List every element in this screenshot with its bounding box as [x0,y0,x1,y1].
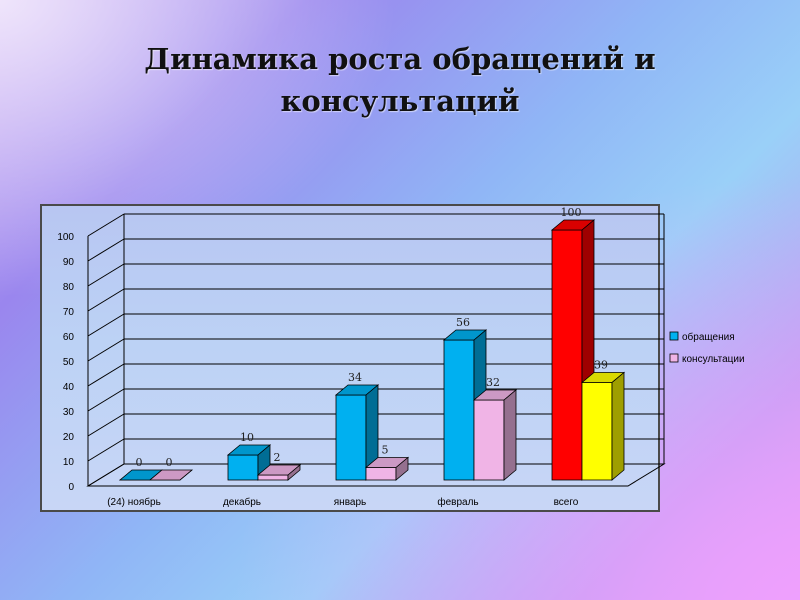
x-tick-label: февраль [437,496,478,508]
data-label: 34 [348,371,362,384]
y-tick-label: 10 [63,457,75,468]
y-tick-label: 30 [63,407,75,418]
bar-front [335,394,367,481]
x-tick-label: январь [334,497,366,508]
y-tick-label: 50 [63,357,75,368]
x-tick-label: (24) ноябрь [107,496,161,508]
legend-swatch [669,353,679,363]
legend-swatch [669,331,679,341]
chart-title: Динамика роста обращений и консультаций [0,38,800,122]
y-tick-label: 80 [63,282,75,293]
gridline-side [87,213,125,237]
gridline-side [87,288,125,312]
y-tick-label: 60 [63,332,75,343]
y-tick-label: 20 [63,432,75,443]
bar-front [227,454,259,481]
data-label: 0 [166,456,173,469]
gridline-side [87,388,125,412]
gridline-side [87,413,125,437]
bar-front [257,474,289,481]
title-line-2: консультаций [280,84,520,118]
y-tick-label: 40 [63,382,75,393]
y-tick-label: 90 [63,257,75,268]
bar-front [473,399,505,481]
data-label: 10 [240,431,254,444]
legend-label: консультации [682,354,745,365]
bar-side [287,464,301,481]
bar-front [443,339,475,481]
gridline-side [87,363,125,387]
gridline-side [87,438,125,462]
x-tick-label: всего [554,497,579,508]
gridline-side [87,338,125,362]
data-label: 100 [561,206,582,219]
y-tick-label: 70 [63,307,75,318]
data-label: 0 [136,456,143,469]
bar-side [503,389,517,481]
data-label: 2 [274,451,281,464]
bar-front [581,382,613,481]
bar-front [551,229,583,481]
y-tick-label: 0 [68,482,74,493]
bar-front [365,467,397,481]
gridline-side [87,238,125,262]
data-label: 5 [382,444,389,457]
floor [86,463,666,487]
x-tick-label: декабрь [223,496,261,508]
gridline-side [87,313,125,337]
bar-side [395,456,409,481]
data-label: 56 [456,316,470,329]
bar-side [611,371,625,481]
legend-label: обращения [682,331,735,343]
data-label: 32 [486,376,500,389]
bar-side [179,469,193,481]
y-tick-label: 100 [57,232,74,243]
data-label: 39 [594,359,608,372]
title-line-1: Динамика роста обращений и [144,42,656,76]
gridline-side [87,263,125,287]
